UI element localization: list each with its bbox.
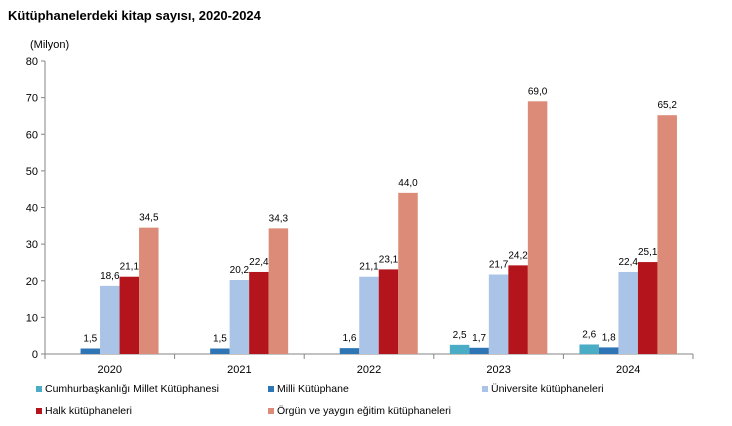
bar [378, 269, 399, 354]
bar [598, 347, 619, 354]
y-tick-label: 30 [26, 239, 38, 251]
chart-title: Kütüphanelerdeki kitap sayısı, 2020-2024 [8, 8, 261, 23]
bar [229, 280, 250, 354]
bar [268, 228, 289, 354]
data-label: 2,5 [453, 330, 467, 341]
data-label: 22,4 [618, 257, 638, 268]
y-axis-unit-label: (Milyon) [30, 39, 69, 51]
chart-data-labels: 1,518,621,134,51,520,222,434,31,621,123,… [83, 86, 677, 344]
legend-item: Halk kütüphaneleri [36, 405, 132, 417]
data-label: 25,1 [638, 247, 658, 258]
x-tick-label: 2024 [616, 364, 640, 376]
data-label: 24,2 [508, 250, 528, 261]
data-label: 1,5 [213, 334, 227, 345]
legend-label: Cumhurbaşkanlığı Millet Kütüphanesi [45, 383, 219, 395]
legend-label: Örgün ve yaygın eğitim kütüphaneleri [277, 405, 451, 417]
bar [657, 115, 677, 354]
data-label: 18,6 [100, 271, 120, 282]
y-tick-label: 80 [26, 56, 38, 68]
x-tick-label: 2021 [227, 364, 251, 376]
bar [637, 262, 658, 354]
bar [579, 344, 599, 354]
data-label: 1,6 [343, 333, 357, 344]
legend-swatch [36, 386, 42, 392]
bar [618, 271, 638, 354]
bar [449, 344, 470, 354]
legend-item: Cumhurbaşkanlığı Millet Kütüphanesi [36, 383, 219, 395]
y-tick-label: 70 [26, 93, 38, 105]
bar [100, 285, 120, 354]
legend-swatch [268, 386, 274, 392]
data-label: 1,8 [602, 332, 616, 343]
y-tick-label: 40 [26, 203, 38, 215]
y-tick-label: 50 [26, 166, 38, 178]
bar [469, 347, 489, 354]
bar [359, 276, 379, 354]
legend-swatch [482, 386, 488, 392]
bar [398, 192, 418, 354]
legend-label: Üniversite kütüphaneleri [491, 383, 604, 395]
bar [249, 271, 269, 354]
x-tick-label: 2020 [98, 364, 122, 376]
data-label: 21,1 [359, 262, 379, 273]
bar [339, 348, 360, 354]
legend-swatch [268, 408, 274, 414]
legend-item: Üniversite kütüphaneleri [482, 383, 604, 395]
data-label: 69,0 [528, 86, 548, 97]
bar [210, 348, 230, 354]
data-label: 21,1 [120, 262, 140, 273]
y-tick-label: 10 [26, 312, 38, 324]
y-tick-label: 20 [26, 276, 38, 288]
bar [488, 274, 509, 354]
y-tick-label: 60 [26, 129, 38, 141]
bar [508, 265, 528, 354]
bar [80, 348, 101, 354]
data-label: 44,0 [398, 178, 418, 189]
data-label: 34,5 [139, 213, 159, 224]
legend-item: Örgün ve yaygın eğitim kütüphaneleri [268, 405, 451, 417]
chart-bars [80, 101, 677, 354]
legend-swatch [36, 408, 42, 414]
data-label: 21,7 [489, 260, 509, 271]
bar [527, 101, 548, 354]
data-label: 65,2 [657, 100, 677, 111]
data-label: 1,5 [83, 334, 97, 345]
x-tick-label: 2022 [357, 364, 381, 376]
data-label: 34,3 [269, 213, 289, 224]
bar [119, 276, 140, 354]
y-tick-label: 0 [32, 349, 38, 361]
legend-label: Halk kütüphaneleri [45, 405, 132, 417]
legend-item: Milli Kütüphane [268, 383, 349, 395]
data-label: 23,1 [379, 254, 399, 265]
x-tick-label: 2023 [486, 364, 510, 376]
legend-label: Milli Kütüphane [277, 383, 349, 395]
data-label: 2,6 [582, 329, 596, 340]
bar [139, 227, 159, 354]
data-label: 20,2 [230, 265, 250, 276]
data-label: 22,4 [249, 257, 269, 268]
data-label: 1,7 [472, 333, 486, 344]
